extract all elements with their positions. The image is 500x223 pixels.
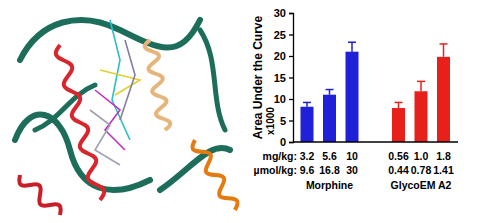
error-cap	[303, 102, 311, 104]
error-bar	[348, 42, 356, 51]
x-tick-label: 30	[346, 164, 358, 176]
x-tick-label: 9.6	[300, 164, 315, 176]
error-stem	[351, 42, 353, 51]
bar	[415, 91, 428, 142]
group-label: GlycoEM A2	[391, 179, 452, 191]
y-tick: 20	[274, 50, 293, 62]
ligand-stick	[90, 110, 120, 165]
helix	[192, 140, 237, 210]
y-tick: 5	[280, 115, 293, 127]
y-tick-mark	[289, 56, 293, 57]
x-tick-label: 16.8	[319, 164, 340, 176]
ribbon	[200, 30, 225, 130]
y-tick-mark	[289, 99, 293, 100]
y-tick: 30	[274, 7, 293, 19]
ligand-stick	[110, 20, 130, 140]
group-label: Morphine	[306, 179, 353, 191]
error-stem	[420, 81, 422, 91]
ribbon	[35, 85, 95, 130]
ribbon	[160, 148, 230, 190]
y-tick-label: 30	[274, 7, 286, 19]
error-cap	[417, 81, 425, 83]
y-tick-label: 15	[274, 72, 286, 84]
y-tick: 25	[274, 29, 293, 41]
helix	[145, 40, 171, 130]
error-stem	[329, 90, 331, 95]
y-tick-label: 25	[274, 29, 286, 41]
row-label: µmol/kg:	[254, 164, 297, 176]
x-axis-line	[293, 141, 458, 142]
x-tick-label: 5.6	[322, 150, 337, 162]
ribbon	[20, 20, 200, 60]
bar	[437, 57, 450, 142]
error-stem	[443, 44, 445, 57]
x-tick-label: 1.41	[433, 164, 454, 176]
bar	[301, 107, 314, 142]
error-bar	[303, 102, 311, 106]
x-tick-label: 0.56	[388, 150, 409, 162]
y-tick-mark	[289, 120, 293, 121]
bar	[346, 52, 359, 142]
y-axis: 0 5 10 15 20 25 30	[274, 7, 294, 148]
error-cap	[348, 41, 356, 43]
y-tick: 15	[274, 72, 293, 84]
y-axis-title: Area Under the Curve	[251, 15, 265, 139]
y-tick-mark	[289, 142, 293, 143]
error-stem	[398, 102, 400, 108]
error-cap	[440, 43, 448, 45]
error-bar	[417, 81, 425, 91]
bar	[323, 95, 336, 142]
row-label: mg/kg:	[263, 150, 297, 162]
y-tick-label: 10	[274, 93, 286, 105]
x-tick-label: 3.2	[300, 150, 315, 162]
x-tick-label: 0.44	[388, 164, 409, 176]
bars	[301, 42, 451, 142]
x-tick-label: 1.0	[414, 150, 429, 162]
error-bar	[395, 102, 403, 108]
error-bar	[326, 90, 334, 95]
y-tick-mark	[289, 77, 293, 78]
y-tick-label: 5	[280, 115, 286, 127]
ligand-stick	[120, 40, 135, 120]
x-tick-label: 0.78	[411, 164, 432, 176]
y-tick-label: 0	[280, 136, 286, 148]
bar	[392, 108, 405, 142]
helix	[56, 45, 104, 200]
canvas: 0 5 10 15 20 25 30 Area Under the Curvex1000 mg/…	[0, 0, 500, 223]
protein-illustration	[15, 20, 238, 215]
y-tick: 0	[280, 136, 293, 148]
x-tick-label: 10	[346, 150, 358, 162]
error-cap	[326, 89, 334, 91]
error-cap	[395, 102, 403, 104]
y-tick-label: 20	[274, 50, 286, 62]
error-bar	[440, 44, 448, 57]
y-axis-unit: x1000	[265, 107, 276, 135]
y-tick-mark	[289, 13, 293, 14]
x-tick-label: 1.8	[436, 150, 451, 162]
y-tick-mark	[289, 34, 293, 35]
y-axis-line	[289, 14, 294, 143]
helix	[19, 175, 60, 215]
y-tick: 10	[274, 93, 293, 105]
